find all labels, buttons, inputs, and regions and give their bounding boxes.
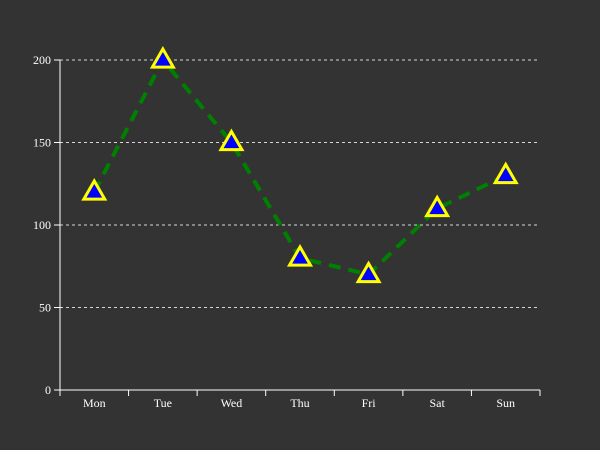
y-tick-label: 0 — [45, 383, 51, 397]
y-tick-label: 100 — [33, 218, 51, 232]
data-point-marker — [149, 45, 176, 69]
data-point-marker — [218, 128, 245, 152]
x-tick-label: Sun — [496, 396, 515, 410]
grid-lines — [60, 59, 540, 308]
data-point-marker — [424, 194, 451, 218]
y-tick-label: 150 — [33, 136, 51, 150]
data-point-marker — [286, 243, 314, 267]
x-tick-label: Mon — [83, 396, 106, 410]
data-markers — [81, 45, 519, 284]
data-point-marker — [355, 260, 382, 284]
x-tick-label: Wed — [221, 396, 243, 410]
x-tick-label: Fri — [362, 396, 377, 410]
data-point-marker — [81, 177, 108, 201]
x-axis-ticks: Mon Tue Wed Thu Fri Sat Sun — [59, 390, 541, 410]
x-tick-label: Thu — [290, 396, 309, 410]
x-tick-label: Tue — [154, 396, 172, 410]
series-line — [92, 58, 507, 277]
y-tick-label: 200 — [33, 53, 51, 67]
data-point-marker — [492, 161, 519, 185]
x-tick-label: Sat — [429, 396, 445, 410]
y-tick-label: 50 — [39, 301, 51, 315]
y-axis-ticks: 0 50 100 150 200 — [33, 53, 60, 397]
